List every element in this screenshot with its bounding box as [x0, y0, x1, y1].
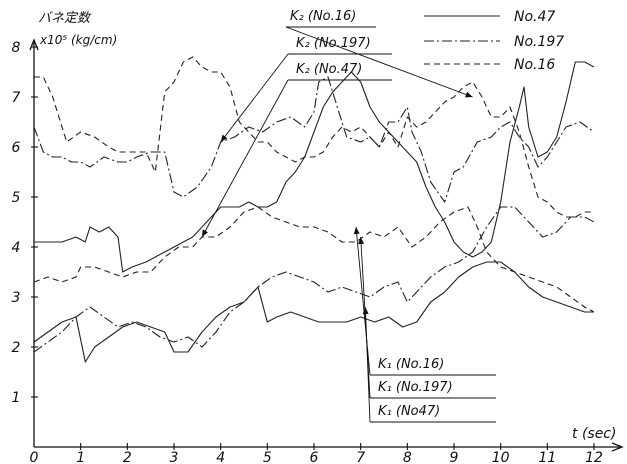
annotation-label: K₂ (No.197) [296, 36, 371, 51]
y-tick-label: 8 [12, 40, 21, 56]
legend: No.47 No.197 No.16 [424, 9, 564, 73]
y-tick-label: 2 [12, 340, 21, 356]
series-line-2 [33, 76, 595, 203]
y-tick-label: 5 [12, 190, 21, 206]
x-tick-label: 11 [538, 450, 556, 464]
series-line-6 [33, 261, 594, 363]
series-layer [33, 56, 595, 363]
x-tick-label: 10 [492, 450, 510, 464]
y-tick-label: 1 [12, 390, 21, 406]
x-axis-label: t (sec) [572, 426, 616, 442]
y-axis-label: バネ定数 [38, 10, 92, 26]
x-tick-label: 3 [170, 450, 179, 464]
x-tick-label: 9 [450, 450, 459, 464]
x-tick-label: 6 [310, 450, 319, 464]
annotation-leader [364, 306, 371, 423]
annotation-leader [201, 79, 289, 238]
annotation-label: K₁ (No.197) [378, 380, 453, 395]
annotation-arrowhead [353, 227, 360, 235]
x-tick-label: 4 [216, 450, 225, 464]
x-tick-label: 7 [356, 450, 365, 464]
x-axis-arrowhead [611, 442, 624, 452]
annotation-arrowhead [220, 134, 228, 142]
x-tick-label: 2 [123, 450, 132, 464]
x-tick-label: 8 [403, 450, 412, 464]
legend-label: No.47 [514, 9, 555, 25]
x-tick-label: 12 [585, 450, 603, 464]
y-axis-unit: x10⁵ (kg/cm) [39, 33, 117, 47]
y-tick-label: 7 [12, 90, 21, 106]
annotation-leader [285, 26, 473, 98]
y-tick-label: 6 [12, 140, 21, 156]
annotation-label: K₁ (No47) [378, 404, 440, 419]
series-line-4 [33, 206, 595, 313]
series-line-5 [33, 206, 595, 353]
legend-label: No.16 [514, 57, 555, 73]
annotation-arrowhead [202, 229, 208, 237]
annotation-leader [220, 53, 289, 143]
annotation-leaders [201, 26, 496, 423]
annotation-leader [355, 226, 371, 376]
x-tick-label: 1 [76, 450, 85, 464]
annotation-arrowhead [465, 91, 473, 98]
series-line-1 [34, 56, 594, 218]
y-tick-label: 3 [12, 290, 21, 306]
x-tick-label: 5 [263, 450, 272, 464]
series-line-3 [34, 61, 595, 273]
annotation-arrowhead [358, 237, 365, 245]
legend-label: No.197 [514, 34, 564, 50]
y-tick-label: 4 [12, 240, 21, 256]
annotation-labels: K₂ (No.16) K₂ (No.197) K₂ (No.47) K₁ (No.16… [290, 9, 453, 419]
annotation-label: K₁ (No.16) [378, 357, 444, 372]
annotation-label: K₂ (No.16) [290, 9, 356, 24]
annotation-label: K₂ (No.47) [296, 62, 362, 77]
x-tick-label: 0 [30, 450, 39, 464]
annotation-arrowhead [362, 307, 369, 315]
